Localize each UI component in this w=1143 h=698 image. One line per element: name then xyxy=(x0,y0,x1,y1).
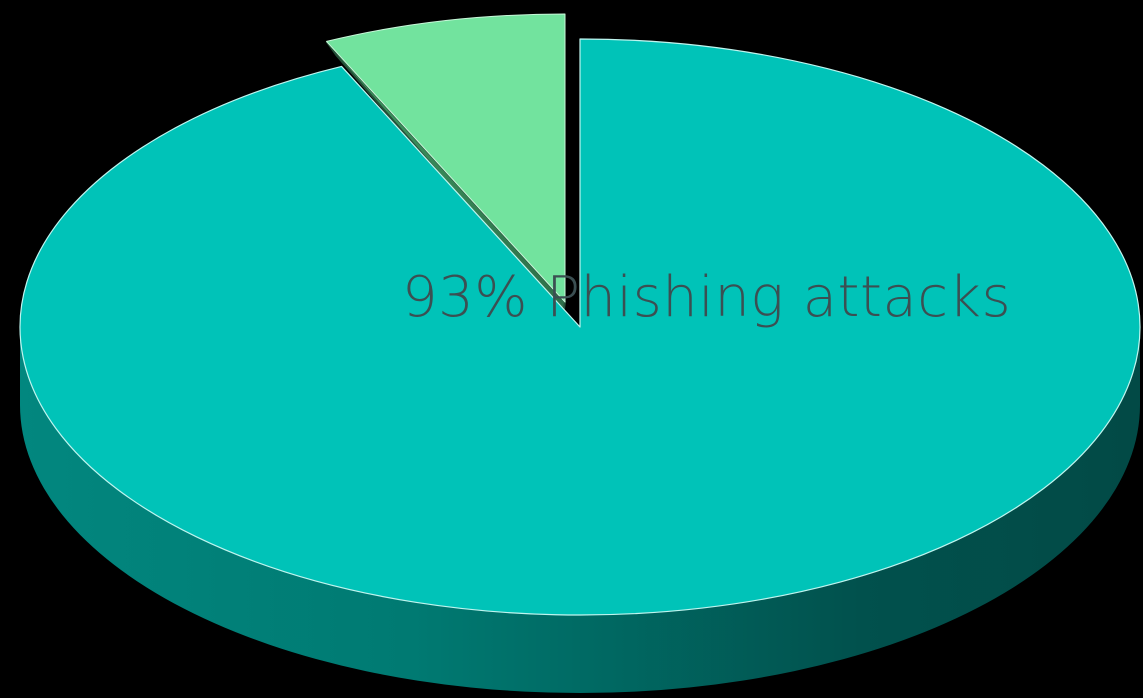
pie-slice-phishing-attacks xyxy=(19,38,1141,616)
data-label-phishing-attacks: 93% Phishing attacks xyxy=(402,265,1011,330)
pie-slice-other xyxy=(326,13,566,303)
pie-side-phishing-attacks xyxy=(20,327,1140,693)
